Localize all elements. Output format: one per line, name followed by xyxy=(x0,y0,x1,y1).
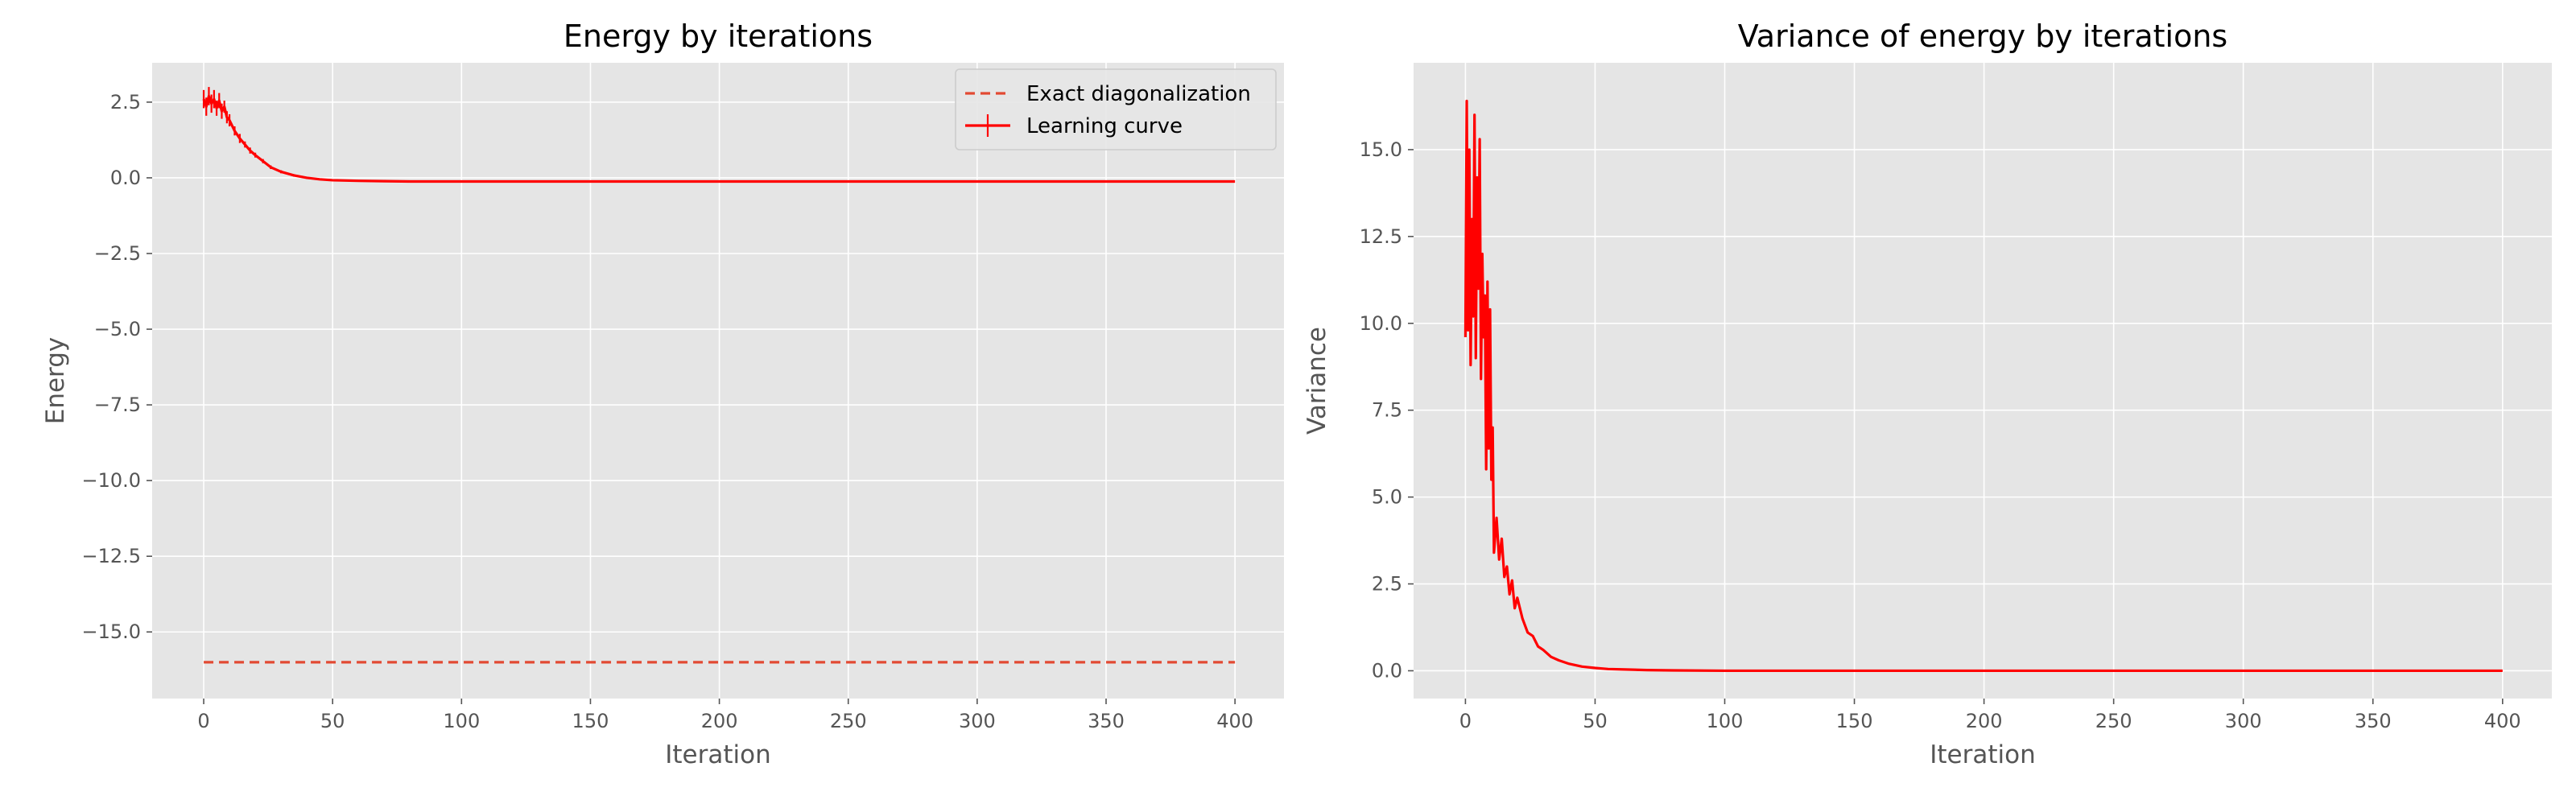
x-tick-label: 200 xyxy=(1966,710,2003,732)
chart-title: Energy by iterations xyxy=(564,19,873,54)
chart-panel-2: 0 50 100 150 200 250 300 350 400 0.0 2.5 5.0 7.5 10.0… xyxy=(1302,19,2552,769)
y-tick-label: 2.5 xyxy=(110,91,141,113)
legend-label-1: Exact diagonalization xyxy=(1026,82,1251,106)
x-tick-label: 0 xyxy=(1459,710,1472,732)
y-tick-label: 0.0 xyxy=(110,167,141,189)
y-tick-label: 7.5 xyxy=(1372,399,1402,422)
y-tick-label: 12.5 xyxy=(1360,225,1402,248)
x-tick-label: 50 xyxy=(320,710,345,732)
x-tick-label: 150 xyxy=(1836,710,1873,732)
legend-label-2: Learning curve xyxy=(1026,114,1183,138)
y-tick-label: 15.0 xyxy=(1360,138,1402,161)
y-axis-label: Energy xyxy=(41,337,70,425)
x-tick-label: 150 xyxy=(572,710,609,732)
chart-title: Variance of energy by iterations xyxy=(1738,19,2227,54)
x-tick-label: 400 xyxy=(2484,710,2521,732)
y-axis-label: Variance xyxy=(1302,327,1331,435)
y-tick-label: −7.5 xyxy=(94,394,141,416)
x-tick-label: 50 xyxy=(1583,710,1608,732)
x-tick-label: 400 xyxy=(1216,710,1253,732)
series-group xyxy=(1463,99,2503,673)
chart-panel-1: 0 50 100 150 200 250 300 350 400 2.5 0.0 −2.5 −5.0 −7… xyxy=(41,19,1284,769)
y-tick-label: −15.0 xyxy=(81,620,141,643)
series-group xyxy=(202,87,1236,664)
x-tick-label: 250 xyxy=(2095,710,2132,732)
y-tick-label: 2.5 xyxy=(1372,573,1402,596)
y-tick-label: 10.0 xyxy=(1360,312,1402,335)
x-tick-label: 0 xyxy=(197,710,209,732)
x-tick-label: 350 xyxy=(2355,710,2392,732)
y-tick-label: −5.0 xyxy=(94,318,141,340)
y-tick-label: −10.0 xyxy=(81,469,141,492)
x-tick-label: 300 xyxy=(959,710,996,732)
legend: Exact diagonalization Learning curve xyxy=(955,68,1277,150)
x-tick-label: 200 xyxy=(701,710,738,732)
plot-area xyxy=(152,63,1284,699)
y-tick-label: 5.0 xyxy=(1372,486,1402,509)
x-axis-label: Iteration xyxy=(1930,740,2036,769)
x-tick-label: 100 xyxy=(1707,710,1744,732)
x-tick-label: 350 xyxy=(1088,710,1125,732)
x-axis-label: Iteration xyxy=(665,740,771,769)
legend-box xyxy=(955,68,1277,150)
y-tick-label: −12.5 xyxy=(81,545,141,567)
series-line-1 xyxy=(1463,99,2503,673)
y-tick-label: 0.0 xyxy=(1372,659,1402,682)
plot-area xyxy=(1414,63,2552,699)
x-tick-label: 250 xyxy=(830,710,867,732)
x-tick-label: 100 xyxy=(443,710,480,732)
x-tick-label: 300 xyxy=(2225,710,2262,732)
y-tick-label: −2.5 xyxy=(94,242,141,265)
